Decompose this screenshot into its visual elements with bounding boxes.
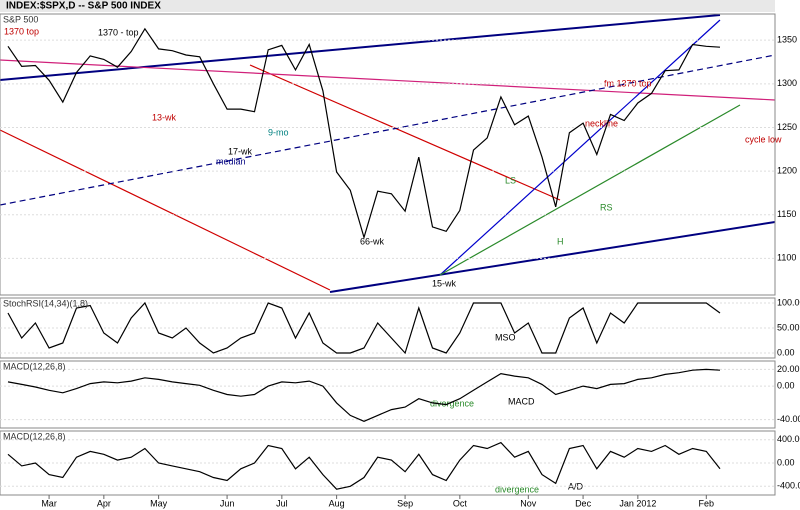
annotation: LS (505, 175, 516, 185)
annotation: median (216, 156, 246, 166)
trend-lines (0, 14, 776, 293)
y-tick-label: 1150 (777, 209, 796, 219)
annotation: neckline (585, 118, 618, 128)
annotation: 9-mo (268, 127, 289, 137)
x-tick-label: Nov (520, 498, 537, 508)
annotation: cycle low (745, 134, 782, 144)
annotation: 1370 - top (98, 27, 139, 37)
y-tick-label: 0.00 (777, 457, 795, 467)
x-tick-label: May (150, 498, 168, 508)
x-tick-label: Sep (397, 498, 413, 508)
series-line (7, 27, 721, 240)
series-line (7, 441, 721, 490)
x-tick-label: Apr (97, 498, 111, 508)
series-name: S&P 500 (3, 14, 38, 24)
series-name: MACD(12,26,8) (3, 431, 66, 441)
y-tick-label: 100.00 (777, 297, 800, 307)
x-tick-label: Jan 2012 (619, 498, 656, 508)
y-tick-label: 1350 (777, 35, 797, 45)
chart-title: INDEX:$SPX,D -- S&P 500 INDEX (6, 1, 161, 12)
y-tick-label: -40.00 (777, 414, 800, 424)
y-tick-label: 50.00 (777, 322, 800, 332)
y-tick-label: 20.00 (777, 364, 800, 374)
annotation: fm 1370 top (604, 78, 652, 88)
annotation: 13-wk (152, 112, 177, 122)
annotation: divergence (495, 484, 539, 494)
header-bar (0, 0, 775, 12)
panel-frame (0, 13, 776, 296)
x-tick-label: Aug (329, 498, 345, 508)
y-tick-label: 0.00 (777, 347, 795, 357)
x-tick-label: Feb (699, 498, 715, 508)
y-tick-label: 1100 (777, 253, 796, 263)
x-tick-label: Jul (276, 498, 288, 508)
y-tick-label: 1250 (777, 122, 797, 132)
series-name: MACD(12,26,8) (3, 361, 66, 371)
y-tick-label: -400.00 (777, 481, 800, 491)
annotation: MACD (508, 396, 535, 406)
panel-frame (0, 297, 776, 359)
annotation: 66-wk (360, 236, 385, 246)
y-tick-label: 0.00 (777, 381, 795, 391)
annotation: 17-wk (228, 146, 253, 156)
annotation: A/D (568, 481, 584, 491)
annotation: divergence (430, 398, 474, 408)
y-tick-label: 1300 (777, 78, 797, 88)
x-tick-label: Jun (220, 498, 235, 508)
annotation: 15-wk (432, 278, 457, 288)
y-tick-label: 1200 (777, 165, 797, 175)
annotation: MSO (495, 332, 516, 342)
annotations: 1370 top 1370 - top 13-wk median 9-mo 17… (4, 26, 782, 494)
series-line (7, 368, 721, 422)
series-line (7, 301, 721, 355)
x-tick-label: Dec (575, 498, 592, 508)
x-tick-label: Oct (453, 498, 468, 508)
panel-frame (0, 360, 776, 429)
annotation: RS (600, 202, 613, 212)
annotation: 1370 top (4, 26, 39, 36)
y-tick-label: 400.00 (777, 434, 800, 444)
panel-frame (0, 430, 776, 496)
x-tick-label: Mar (41, 498, 57, 508)
annotation: H (557, 236, 564, 246)
series-name: StochRSI(14,34)(1,8) (3, 298, 88, 308)
